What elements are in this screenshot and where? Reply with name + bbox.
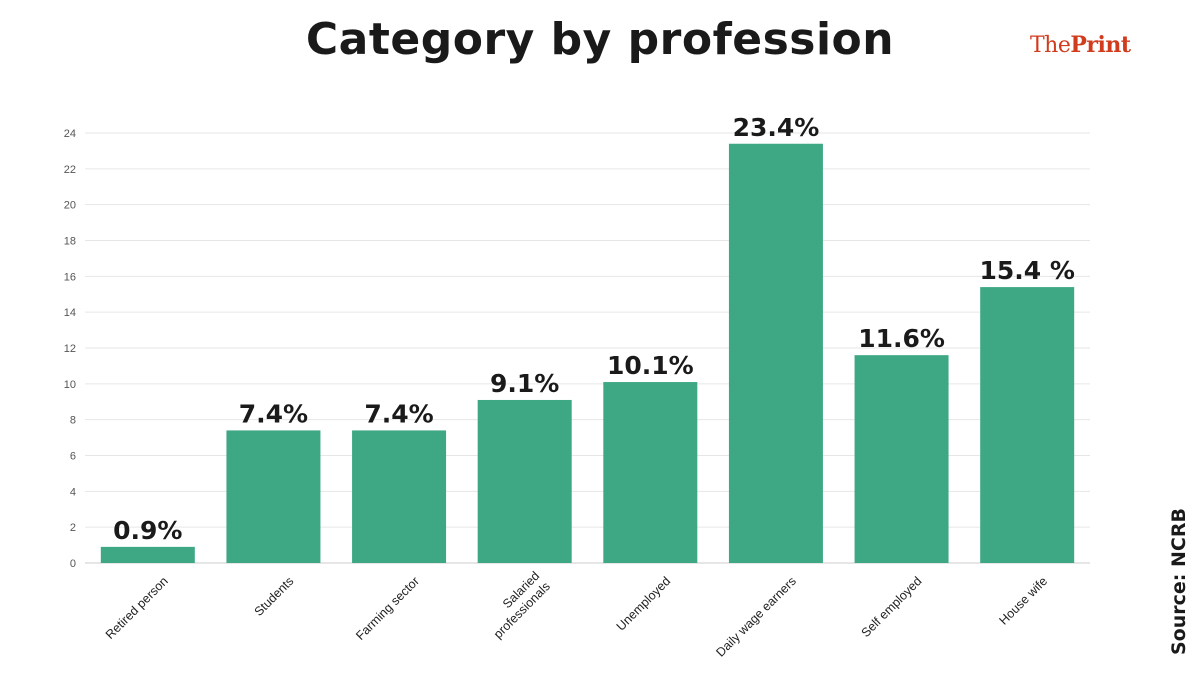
- bar: [728, 143, 823, 563]
- y-tick-label: 22: [64, 164, 76, 176]
- y-tick-label: 14: [64, 307, 76, 319]
- brand-logo-print: Print: [1070, 32, 1131, 58]
- bars: [100, 143, 1075, 563]
- y-tick-label: 8: [70, 415, 76, 427]
- bar: [226, 430, 321, 563]
- x-tick-label: Farming sector: [353, 574, 422, 643]
- brand-logo: ThePrint: [1030, 32, 1131, 58]
- y-tick-label: 16: [64, 271, 76, 283]
- x-tick-label: House wife: [997, 574, 1051, 628]
- data-label: 7.4%: [364, 399, 433, 428]
- x-tick-label-line: Self employed: [859, 574, 925, 640]
- data-label: 10.1%: [607, 351, 694, 380]
- y-tick-label: 12: [64, 343, 76, 355]
- x-tick-label: Daily wage earners: [713, 574, 799, 660]
- data-label: 9.1%: [490, 369, 559, 398]
- x-tick-label-line: House wife: [997, 574, 1051, 628]
- x-tick-label-line: Daily wage earners: [713, 574, 799, 660]
- bar: [100, 546, 195, 563]
- y-tick-label: 2: [70, 522, 76, 534]
- x-tick-label-line: Retired person: [103, 574, 171, 642]
- bar: [980, 287, 1075, 563]
- x-tick-label-line: Students: [252, 574, 297, 619]
- x-tick-label: Unemployed: [614, 574, 674, 634]
- y-tick-label: 0: [70, 558, 76, 570]
- data-label: 0.9%: [113, 516, 182, 545]
- x-tick-label-line: Unemployed: [614, 574, 674, 634]
- brand-logo-the: The: [1030, 33, 1071, 58]
- bar: [352, 430, 447, 563]
- y-tick-label: 20: [64, 200, 76, 212]
- data-label: 23.4%: [733, 113, 820, 142]
- y-tick-label: 18: [64, 236, 76, 248]
- x-axis-ticks: Retired person Students Farming sector Sala…: [103, 569, 1050, 660]
- x-tick-label: Students: [252, 574, 297, 619]
- bar: [603, 382, 698, 563]
- data-label: 11.6%: [858, 324, 945, 353]
- y-tick-label: 24: [64, 128, 76, 140]
- y-tick-label: 10: [64, 379, 76, 391]
- x-tick-label: Self employed: [859, 574, 925, 640]
- data-label: 7.4%: [239, 399, 308, 428]
- y-tick-label: 4: [70, 486, 76, 498]
- bar: [477, 399, 572, 563]
- bar: [854, 355, 949, 563]
- data-label: 15.4 %: [979, 256, 1074, 285]
- data-labels: 0.9% 7.4% 7.4% 9.1% 10.1% 23.4% 11.6% 15.4 %: [113, 113, 1075, 545]
- source-note: Source: NCRB: [1168, 508, 1190, 655]
- x-tick-label-line: Farming sector: [353, 574, 422, 643]
- chart-title: Category by profession: [305, 14, 895, 65]
- x-tick-label: Retired person: [103, 574, 171, 642]
- y-tick-label: 6: [70, 451, 76, 463]
